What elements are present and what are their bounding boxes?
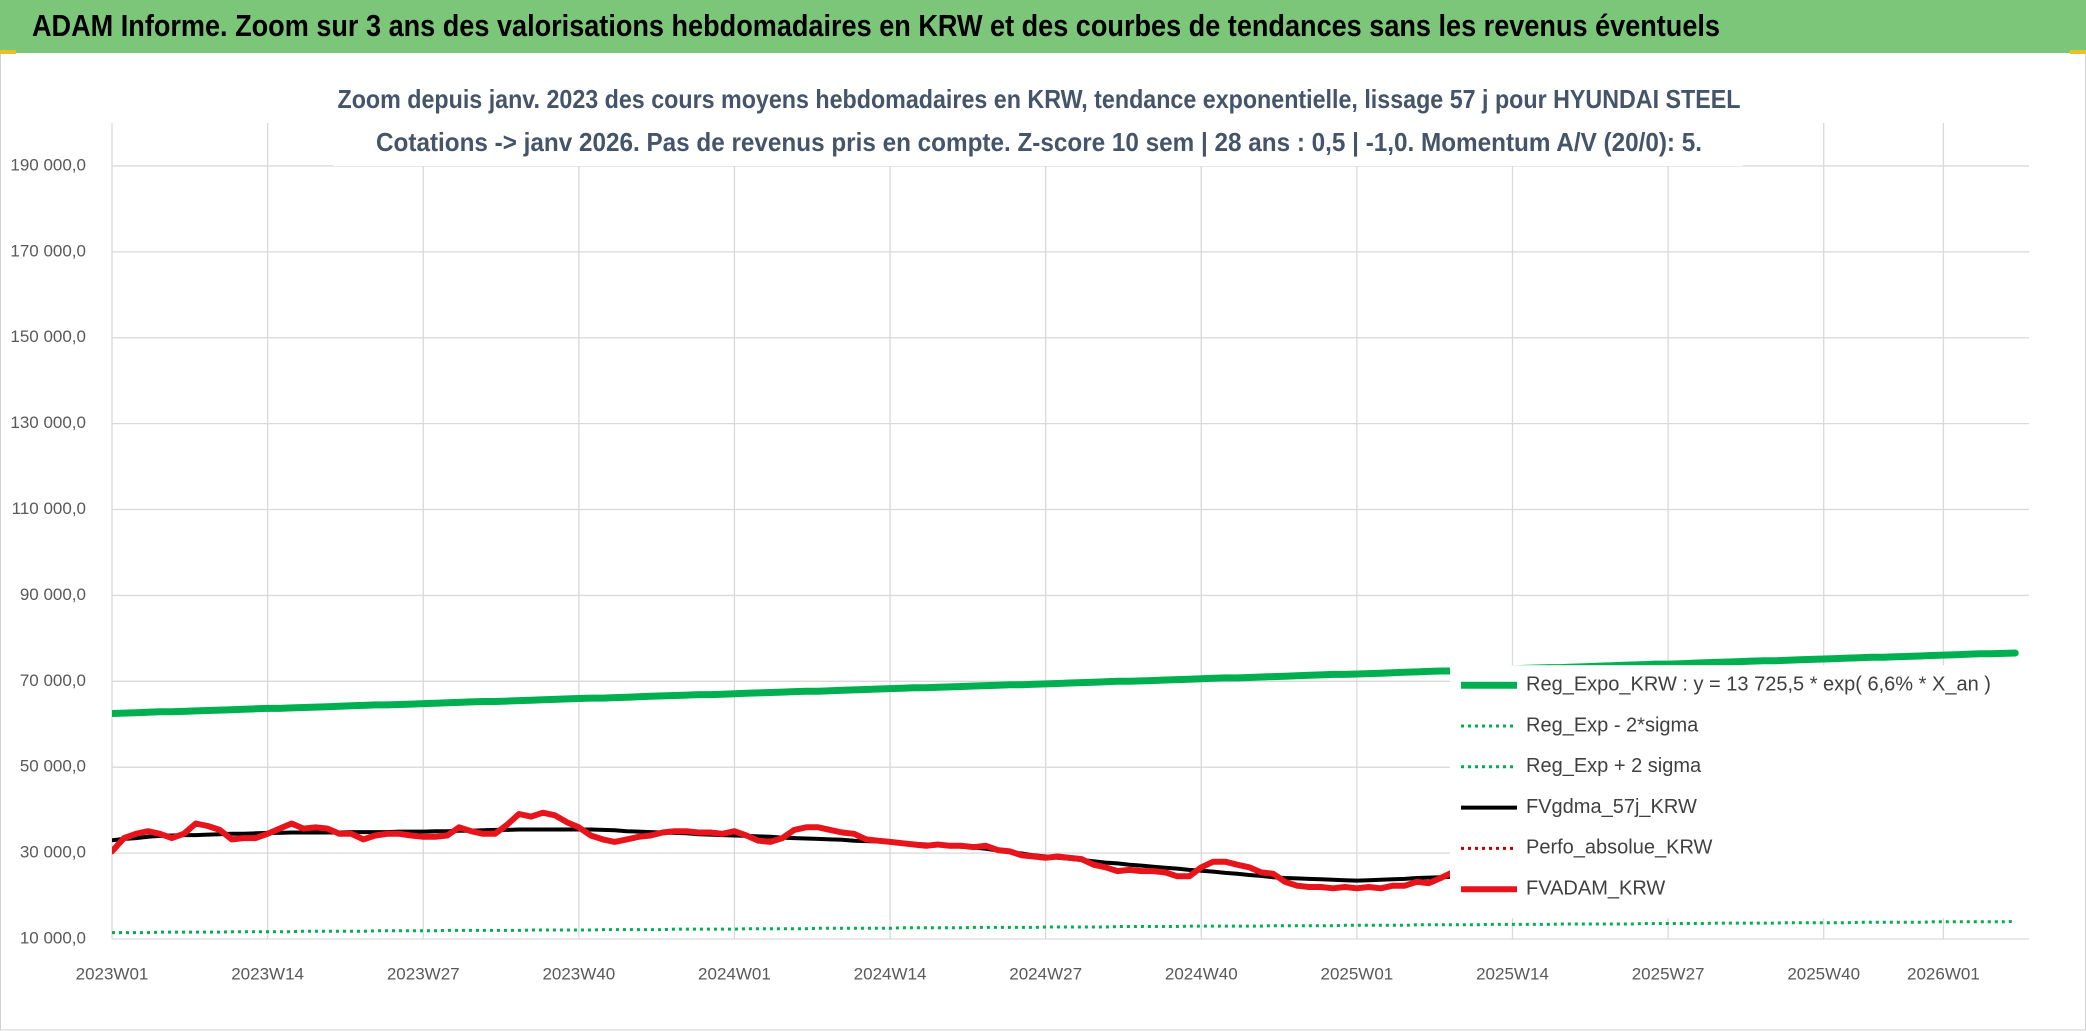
legend-box — [1450, 665, 2042, 918]
x-tick-label: 2025W01 — [1320, 964, 1393, 983]
x-tick-label: 2023W14 — [231, 964, 304, 983]
x-tick-label: 2024W14 — [854, 964, 927, 983]
legend-label: Reg_Exp - 2*sigma — [1526, 714, 1699, 736]
legend: Reg_Expo_KRW : y = 13 725,5 * exp( 6,6% … — [1450, 665, 2042, 918]
legend-label: Perfo_absolue_KRW — [1526, 837, 1713, 859]
y-tick-label: 50 000,0 — [20, 757, 86, 776]
x-tick-label: 2023W01 — [76, 964, 149, 983]
y-tick-label: 10 000,0 — [20, 928, 86, 947]
series-line — [112, 919, 2016, 935]
subtitle-line: Cotations -> janv 2026. Pas de revenus p… — [376, 127, 1702, 157]
banner-accent — [0, 50, 16, 54]
chart-title: ADAM Informe. Zoom sur 3 ans des valoris… — [32, 8, 1720, 43]
x-tick-label: 2025W27 — [1632, 964, 1705, 983]
axis-labels: 10 000,0 30 000,0 50 000,0 70 000,0 90 000,0… — [10, 155, 1979, 983]
x-tick-label: 2025W14 — [1476, 964, 1549, 983]
x-tick-label: 2024W01 — [698, 964, 771, 983]
subtitle-line: Zoom depuis janv. 2023 des cours moyens … — [338, 84, 1741, 114]
x-tick-label: 2026W01 — [1907, 964, 1980, 983]
x-tick-label: 2023W27 — [387, 964, 460, 983]
y-tick-label: 90 000,0 — [20, 585, 86, 604]
legend-label: Reg_Exp + 2 sigma — [1526, 755, 1702, 777]
x-tick-label: 2025W40 — [1787, 964, 1860, 983]
y-tick-label: 170 000,0 — [10, 241, 86, 260]
y-tick-label: 190 000,0 — [10, 155, 86, 174]
legend-label: Reg_Expo_KRW : y = 13 725,5 * exp( 6,6% … — [1526, 673, 1991, 695]
series-line — [112, 649, 2019, 717]
legend-label: FVADAM_KRW — [1526, 877, 1665, 899]
x-tick-label: 2024W27 — [1009, 964, 1082, 983]
x-tick-label: 2023W40 — [542, 964, 615, 983]
x-tick-label: 2024W40 — [1165, 964, 1238, 983]
y-tick-label: 30 000,0 — [20, 843, 86, 862]
legend-label: FVgdma_57j_KRW — [1526, 796, 1697, 818]
y-tick-label: 130 000,0 — [10, 413, 86, 432]
title-banner — [0, 0, 2086, 53]
y-tick-label: 70 000,0 — [20, 671, 86, 690]
y-tick-label: 110 000,0 — [12, 499, 86, 518]
banner-accent — [2070, 50, 2086, 54]
y-tick-label: 150 000,0 — [10, 327, 86, 346]
subtitle-box — [333, 78, 1743, 166]
